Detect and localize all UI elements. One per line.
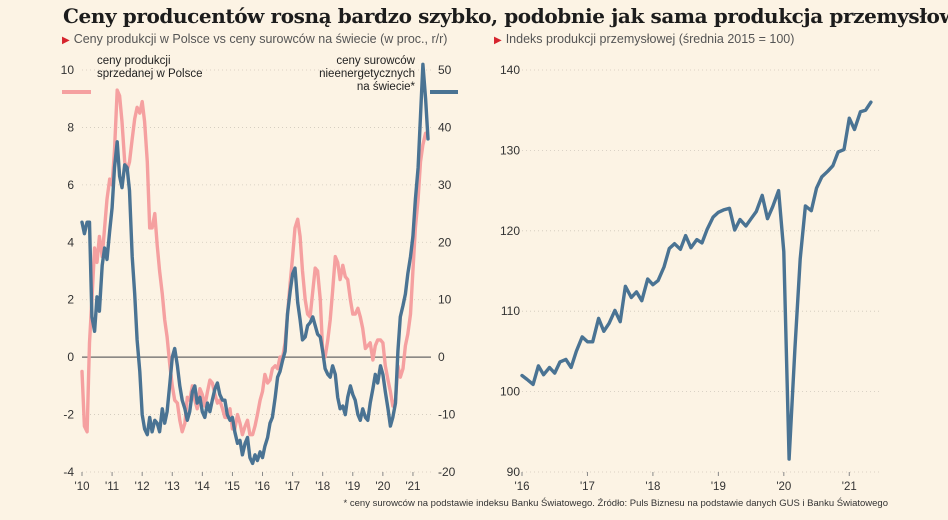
- series-line-commodities: [80, 62, 430, 466]
- left-chart-subtitle: ▶ Ceny produkcji w Polsce vs ceny surowcó…: [62, 32, 447, 46]
- y-tick-label: 100: [500, 385, 520, 399]
- right-y-tick-label: -10: [438, 408, 456, 422]
- x-tick-label: '12: [135, 481, 150, 493]
- triangle-marker-icon: ▶: [494, 35, 502, 46]
- x-tick-label: '20: [375, 481, 390, 493]
- x-tick-label: '20: [776, 481, 791, 493]
- x-tick-label: '13: [165, 481, 180, 493]
- left-y-tick-label: 6: [67, 178, 74, 192]
- x-tick-label: '18: [315, 481, 330, 493]
- right-y-tick-label: 0: [438, 350, 445, 364]
- series-line-production-index: [520, 100, 873, 461]
- right-y-tick-label: 20: [438, 235, 452, 249]
- left-subtitle-text: Ceny produkcji w Polsce vs ceny surowców…: [73, 32, 448, 46]
- x-tick-label: '17: [285, 481, 300, 493]
- y-tick-label: 110: [501, 304, 520, 318]
- right-y-tick-label: 10: [438, 293, 452, 307]
- x-tick-label: '14: [195, 481, 211, 493]
- y-tick-label: 90: [507, 465, 521, 479]
- legend-label: sprzedanej w Polsce: [97, 68, 202, 80]
- right-y-tick-label: 50: [438, 63, 452, 77]
- left-y-tick-label: 10: [61, 63, 75, 77]
- x-tick-label: '16: [255, 481, 270, 493]
- series-line-pl-prices: [80, 88, 428, 437]
- right-chart-industrial-production: 90 100 110 120 130 140 '16 '17 '18 '19 '20 '21: [500, 63, 882, 493]
- left-y-tick-label: 8: [67, 120, 74, 134]
- x-tick-label: '17: [580, 481, 595, 493]
- legend-label: na świecie*: [357, 81, 416, 93]
- right-y-tick-label: -20: [438, 465, 456, 479]
- x-tick-label: '19: [345, 481, 360, 493]
- y-tick-label: 120: [500, 224, 520, 238]
- left-y-tick-label: -4: [63, 465, 74, 479]
- left-y-tick-label: 0: [67, 350, 74, 364]
- y-tick-label: 140: [500, 63, 520, 77]
- left-y-tick-label: 2: [67, 293, 74, 307]
- x-tick-label: '21: [842, 481, 857, 493]
- x-tick-label: '18: [645, 481, 660, 493]
- right-subtitle-text: Indeks produkcji przemysłowej (średnia 2…: [505, 32, 795, 46]
- left-chart-price-comparison: -4-20246810-20-1001020304050'10'11'12'13…: [61, 55, 458, 493]
- legend-label: ceny surowców: [336, 55, 415, 67]
- chart-title: Ceny producentów rosną bardzo szybko, po…: [63, 4, 948, 28]
- legend-label: nieenergetycznych: [319, 68, 415, 80]
- right-y-tick-label: 30: [438, 178, 452, 192]
- left-y-tick-label: -2: [63, 408, 74, 422]
- right-y-tick-label: 40: [438, 120, 452, 134]
- x-tick-label: '10: [75, 481, 90, 493]
- x-tick-label: '11: [105, 481, 119, 493]
- x-tick-label: '15: [225, 481, 240, 493]
- y-tick-label: 130: [500, 143, 520, 157]
- legend-label: ceny produkcji: [97, 55, 171, 67]
- triangle-marker-icon: ▶: [62, 35, 70, 46]
- left-y-tick-label: 4: [67, 235, 74, 249]
- x-tick-label: '21: [405, 481, 420, 493]
- x-tick-label: '16: [515, 481, 530, 493]
- footnote: * ceny surowców na podstawie indeksu Ban…: [343, 498, 888, 509]
- x-tick-label: '19: [711, 481, 726, 493]
- right-chart-subtitle: ▶ Indeks produkcji przemysłowej (średnia …: [494, 32, 794, 46]
